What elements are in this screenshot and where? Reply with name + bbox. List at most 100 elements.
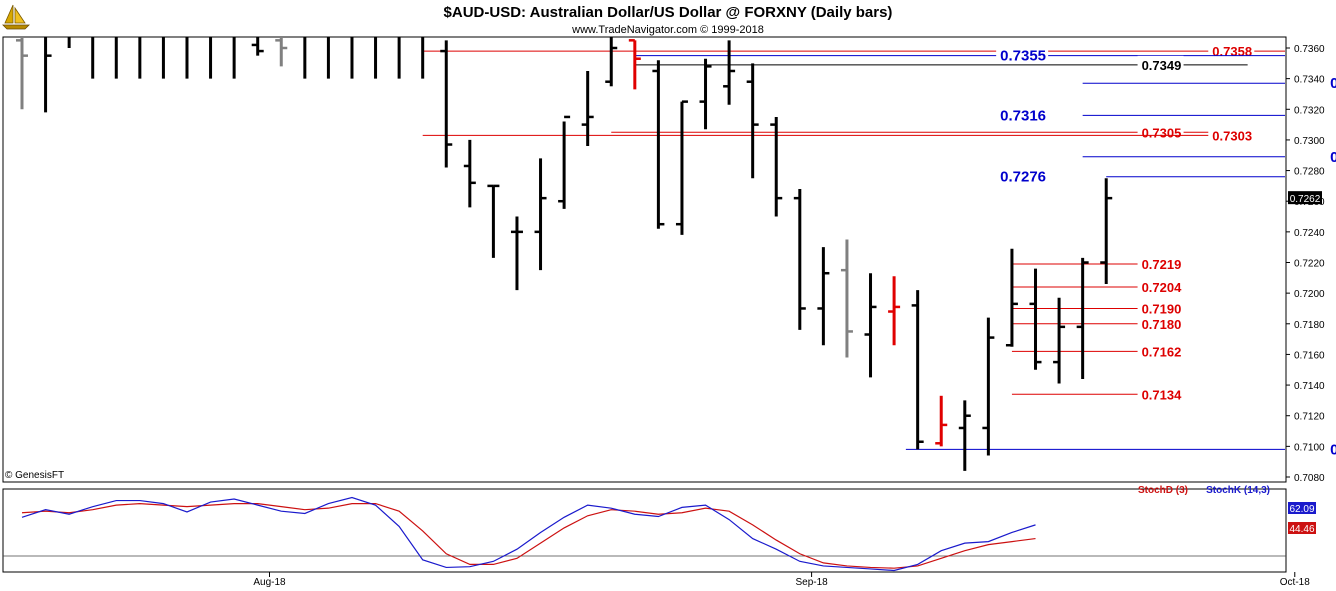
logo xyxy=(2,4,30,30)
level-label-bg xyxy=(996,46,1049,64)
price-tick-label: 0.7340 xyxy=(1294,75,1325,86)
ohlc-bar xyxy=(723,40,736,105)
ohlc-bar xyxy=(935,395,948,447)
level-label-bg xyxy=(1137,299,1184,317)
level-label-0.7204: 0.7204 xyxy=(1142,280,1183,295)
time-tick-label: Aug-18 xyxy=(253,577,286,588)
ohlc-bar xyxy=(251,37,264,56)
ohlc-bar xyxy=(16,37,28,110)
price-tick-label: 0.7220 xyxy=(1294,259,1325,270)
stochastic-pane xyxy=(2,488,1287,573)
ohlc-bar xyxy=(421,37,425,79)
last-price-label: 0.7262 xyxy=(1290,194,1321,205)
ohlc-bar xyxy=(114,37,118,79)
stoch-k-last-box xyxy=(1288,502,1316,514)
chart-subtitle: www.TradeNavigator.com © 1999-2018 xyxy=(571,24,764,36)
level-label-0.7303: 0.7303 xyxy=(1212,128,1252,143)
ohlc-bar xyxy=(793,188,806,330)
level-label-bg xyxy=(1137,255,1184,273)
ohlc-bar xyxy=(746,63,759,179)
ohlc-bar xyxy=(1005,248,1018,347)
ohlc-bar xyxy=(911,290,924,450)
ohlc-bar xyxy=(161,37,165,79)
level-label-bg xyxy=(1137,55,1184,73)
ohlc-bar xyxy=(770,116,783,217)
stoch-k-last-value: 62.09 xyxy=(1289,504,1314,515)
level-label-bg xyxy=(1326,440,1336,458)
ohlc-bar xyxy=(397,37,401,79)
ohlc-bar xyxy=(888,276,901,346)
ohlc-bar xyxy=(1053,297,1066,384)
ohlc-bar xyxy=(440,40,453,168)
level-label-0.7162: 0.7162 xyxy=(1142,344,1182,359)
last-price-marker: 0.7262 xyxy=(1288,191,1322,205)
price-tick-label: 0.7360 xyxy=(1294,44,1325,55)
level-label-0.7349: 0.7349 xyxy=(1142,58,1182,73)
level-label-bg xyxy=(1208,126,1255,144)
last-price-box xyxy=(1288,191,1322,205)
level-label-bg xyxy=(1326,147,1336,165)
ohlc-bar xyxy=(982,317,995,456)
ohlc-bar xyxy=(675,100,688,235)
ohlc-bar xyxy=(581,70,594,147)
price-tick-label: 0.7140 xyxy=(1294,381,1325,392)
copyright-label: © GenesisFT xyxy=(5,470,64,481)
level-label-0.7180: 0.7180 xyxy=(1142,317,1182,332)
time-tick-label: Sep-18 xyxy=(795,577,828,588)
ohlc-bar xyxy=(840,239,853,358)
ohlc-bar xyxy=(374,37,378,79)
ohlc-bar xyxy=(864,273,877,378)
time-axis: Aug-18 Sep-18 Oct-18 xyxy=(253,572,1310,588)
level-label-0.7219: 0.7219 xyxy=(1142,257,1182,272)
chart-title: $AUD-USD: Australian Dollar/US Dollar @ … xyxy=(444,4,893,21)
level-label-bg xyxy=(996,106,1049,124)
price-tick-label: 0.7320 xyxy=(1294,105,1325,116)
price-tick-label: 0.7300 xyxy=(1294,136,1325,147)
stoch-d-last-value: 44.46 xyxy=(1289,524,1314,535)
ohlc-bar xyxy=(303,37,307,79)
ohlc-bar xyxy=(534,158,547,271)
level-label-0.7358: 0.7358 xyxy=(1212,44,1252,59)
ohlc-bar xyxy=(1100,178,1113,284)
ohlc-bar xyxy=(138,37,142,79)
ohlc-bar xyxy=(44,37,52,113)
level-label-bg xyxy=(1137,342,1184,360)
price-tick-label: 0.7240 xyxy=(1294,228,1325,239)
ohlc-bar xyxy=(185,37,189,79)
time-tick-label: Oct-18 xyxy=(1280,577,1310,588)
ohlc-bar xyxy=(1076,257,1089,379)
price-axis: 0.73600.73400.73200.73000.72800.72600.72… xyxy=(1286,44,1325,484)
ohlc-bar xyxy=(510,216,523,291)
price-tick-label: 0.7120 xyxy=(1294,412,1325,423)
level-label-0.7355: 0.7355 xyxy=(1000,48,1046,65)
stoch-d-legend: StochD (3) xyxy=(1138,485,1188,496)
ohlc-bar xyxy=(558,115,571,209)
stochastic-lines xyxy=(21,496,1036,572)
level-label-0.7316: 0.7316 xyxy=(1000,107,1046,124)
sailboat-logo-icon xyxy=(2,4,30,30)
ohlc-bar xyxy=(326,37,330,79)
level-label-0.7098: 0.7098 xyxy=(1330,441,1336,458)
ohlc-bar xyxy=(350,37,354,79)
ohlc-bar xyxy=(1029,268,1042,370)
level-label-0.7134: 0.7134 xyxy=(1142,387,1183,402)
ohlc-bars xyxy=(16,37,1113,471)
price-tick-label: 0.7280 xyxy=(1294,167,1325,178)
level-label-bg xyxy=(1326,74,1336,92)
level-label-0.7276: 0.7276 xyxy=(1000,169,1046,186)
price-pane xyxy=(2,36,1287,483)
ohlc-bar xyxy=(91,37,95,79)
ohlc-bar xyxy=(67,37,71,48)
ohlc-bar xyxy=(652,60,665,229)
level-label-0.7305: 0.7305 xyxy=(1142,125,1182,140)
level-label-bg xyxy=(996,167,1049,185)
level-label-bg xyxy=(1137,385,1184,403)
ohlc-bar xyxy=(487,184,500,258)
price-levels: 0.7358 0.7355 0.7349 0.7337 0.7316 0.7305 0.73… xyxy=(422,42,1336,458)
price-tick-label: 0.7080 xyxy=(1294,473,1325,484)
ohlc-bar xyxy=(817,247,830,346)
price-tick-label: 0.7160 xyxy=(1294,350,1325,361)
level-label-0.7190: 0.7190 xyxy=(1142,301,1182,316)
level-label-0.7337: 0.7337 xyxy=(1330,75,1336,92)
